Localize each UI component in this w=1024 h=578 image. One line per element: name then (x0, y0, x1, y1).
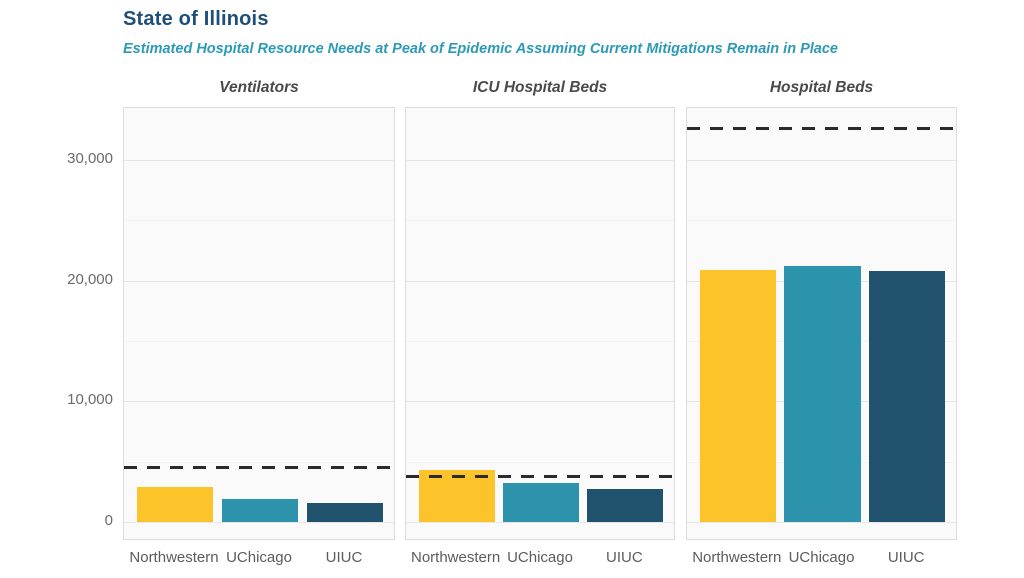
chart-subtitle: Estimated Hospital Resource Needs at Pea… (123, 41, 838, 57)
chart-title: State of Illinois (123, 8, 269, 30)
bar-uchicago (221, 499, 299, 522)
bar-uchicago (503, 483, 579, 522)
gridline-minor (124, 340, 394, 342)
facet-title-ventilators: Ventilators (219, 79, 299, 96)
capacity-dashed-line (124, 466, 394, 470)
bar-uchicago (784, 266, 861, 522)
x-tick-label: UChicago (788, 549, 855, 566)
y-tick-label: 0 (104, 512, 113, 529)
facet-panel-ventilators (123, 107, 395, 540)
gridline-minor (124, 461, 394, 463)
x-tick-label: UIUC (606, 549, 643, 566)
gridline-major (124, 401, 394, 403)
facet-title-hospital-beds: Hospital Beds (769, 79, 874, 96)
gridline-major (406, 280, 674, 282)
bar-uiuc (587, 489, 664, 522)
gridline-major (406, 401, 674, 403)
gridline-minor (406, 461, 674, 463)
gridline-minor (124, 220, 394, 222)
x-tick-label: Northwestern (410, 549, 501, 566)
gridline-major (124, 522, 394, 523)
facet-title-icu-hospital-beds: ICU Hospital Beds (472, 79, 608, 96)
gridline-major (124, 159, 394, 161)
y-tick-label: 30,000 (67, 149, 113, 167)
bar-uiuc (869, 270, 946, 522)
x-tick-label: UChicago (507, 549, 573, 566)
bar-uiuc (306, 503, 384, 522)
x-tick-label: UChicago (226, 549, 292, 566)
gridline-minor (406, 220, 674, 222)
capacity-dashed-line (406, 474, 674, 478)
gridline-major (406, 522, 674, 523)
x-tick-label: UIUC (325, 549, 363, 566)
x-tick-label: Northwestern (692, 549, 782, 566)
bar-northwestern (699, 269, 776, 522)
capacity-dashed-line (687, 127, 956, 130)
gridline-minor (406, 340, 674, 342)
gridline-major (687, 159, 956, 161)
y-tick-label: 20,000 (67, 270, 113, 288)
gridline-minor (687, 220, 956, 222)
gridline-major (124, 280, 394, 282)
bar-northwestern (418, 470, 495, 522)
bar-northwestern (136, 487, 214, 522)
facet-panel-icu-hospital-beds (405, 107, 675, 540)
facet-panel-hospital-beds (686, 107, 957, 540)
gridline-major (406, 159, 674, 161)
x-tick-label: UIUC (887, 549, 925, 566)
gridline-major (687, 522, 956, 523)
y-tick-label: 10,000 (67, 391, 113, 409)
x-tick-label: Northwestern (129, 549, 219, 566)
